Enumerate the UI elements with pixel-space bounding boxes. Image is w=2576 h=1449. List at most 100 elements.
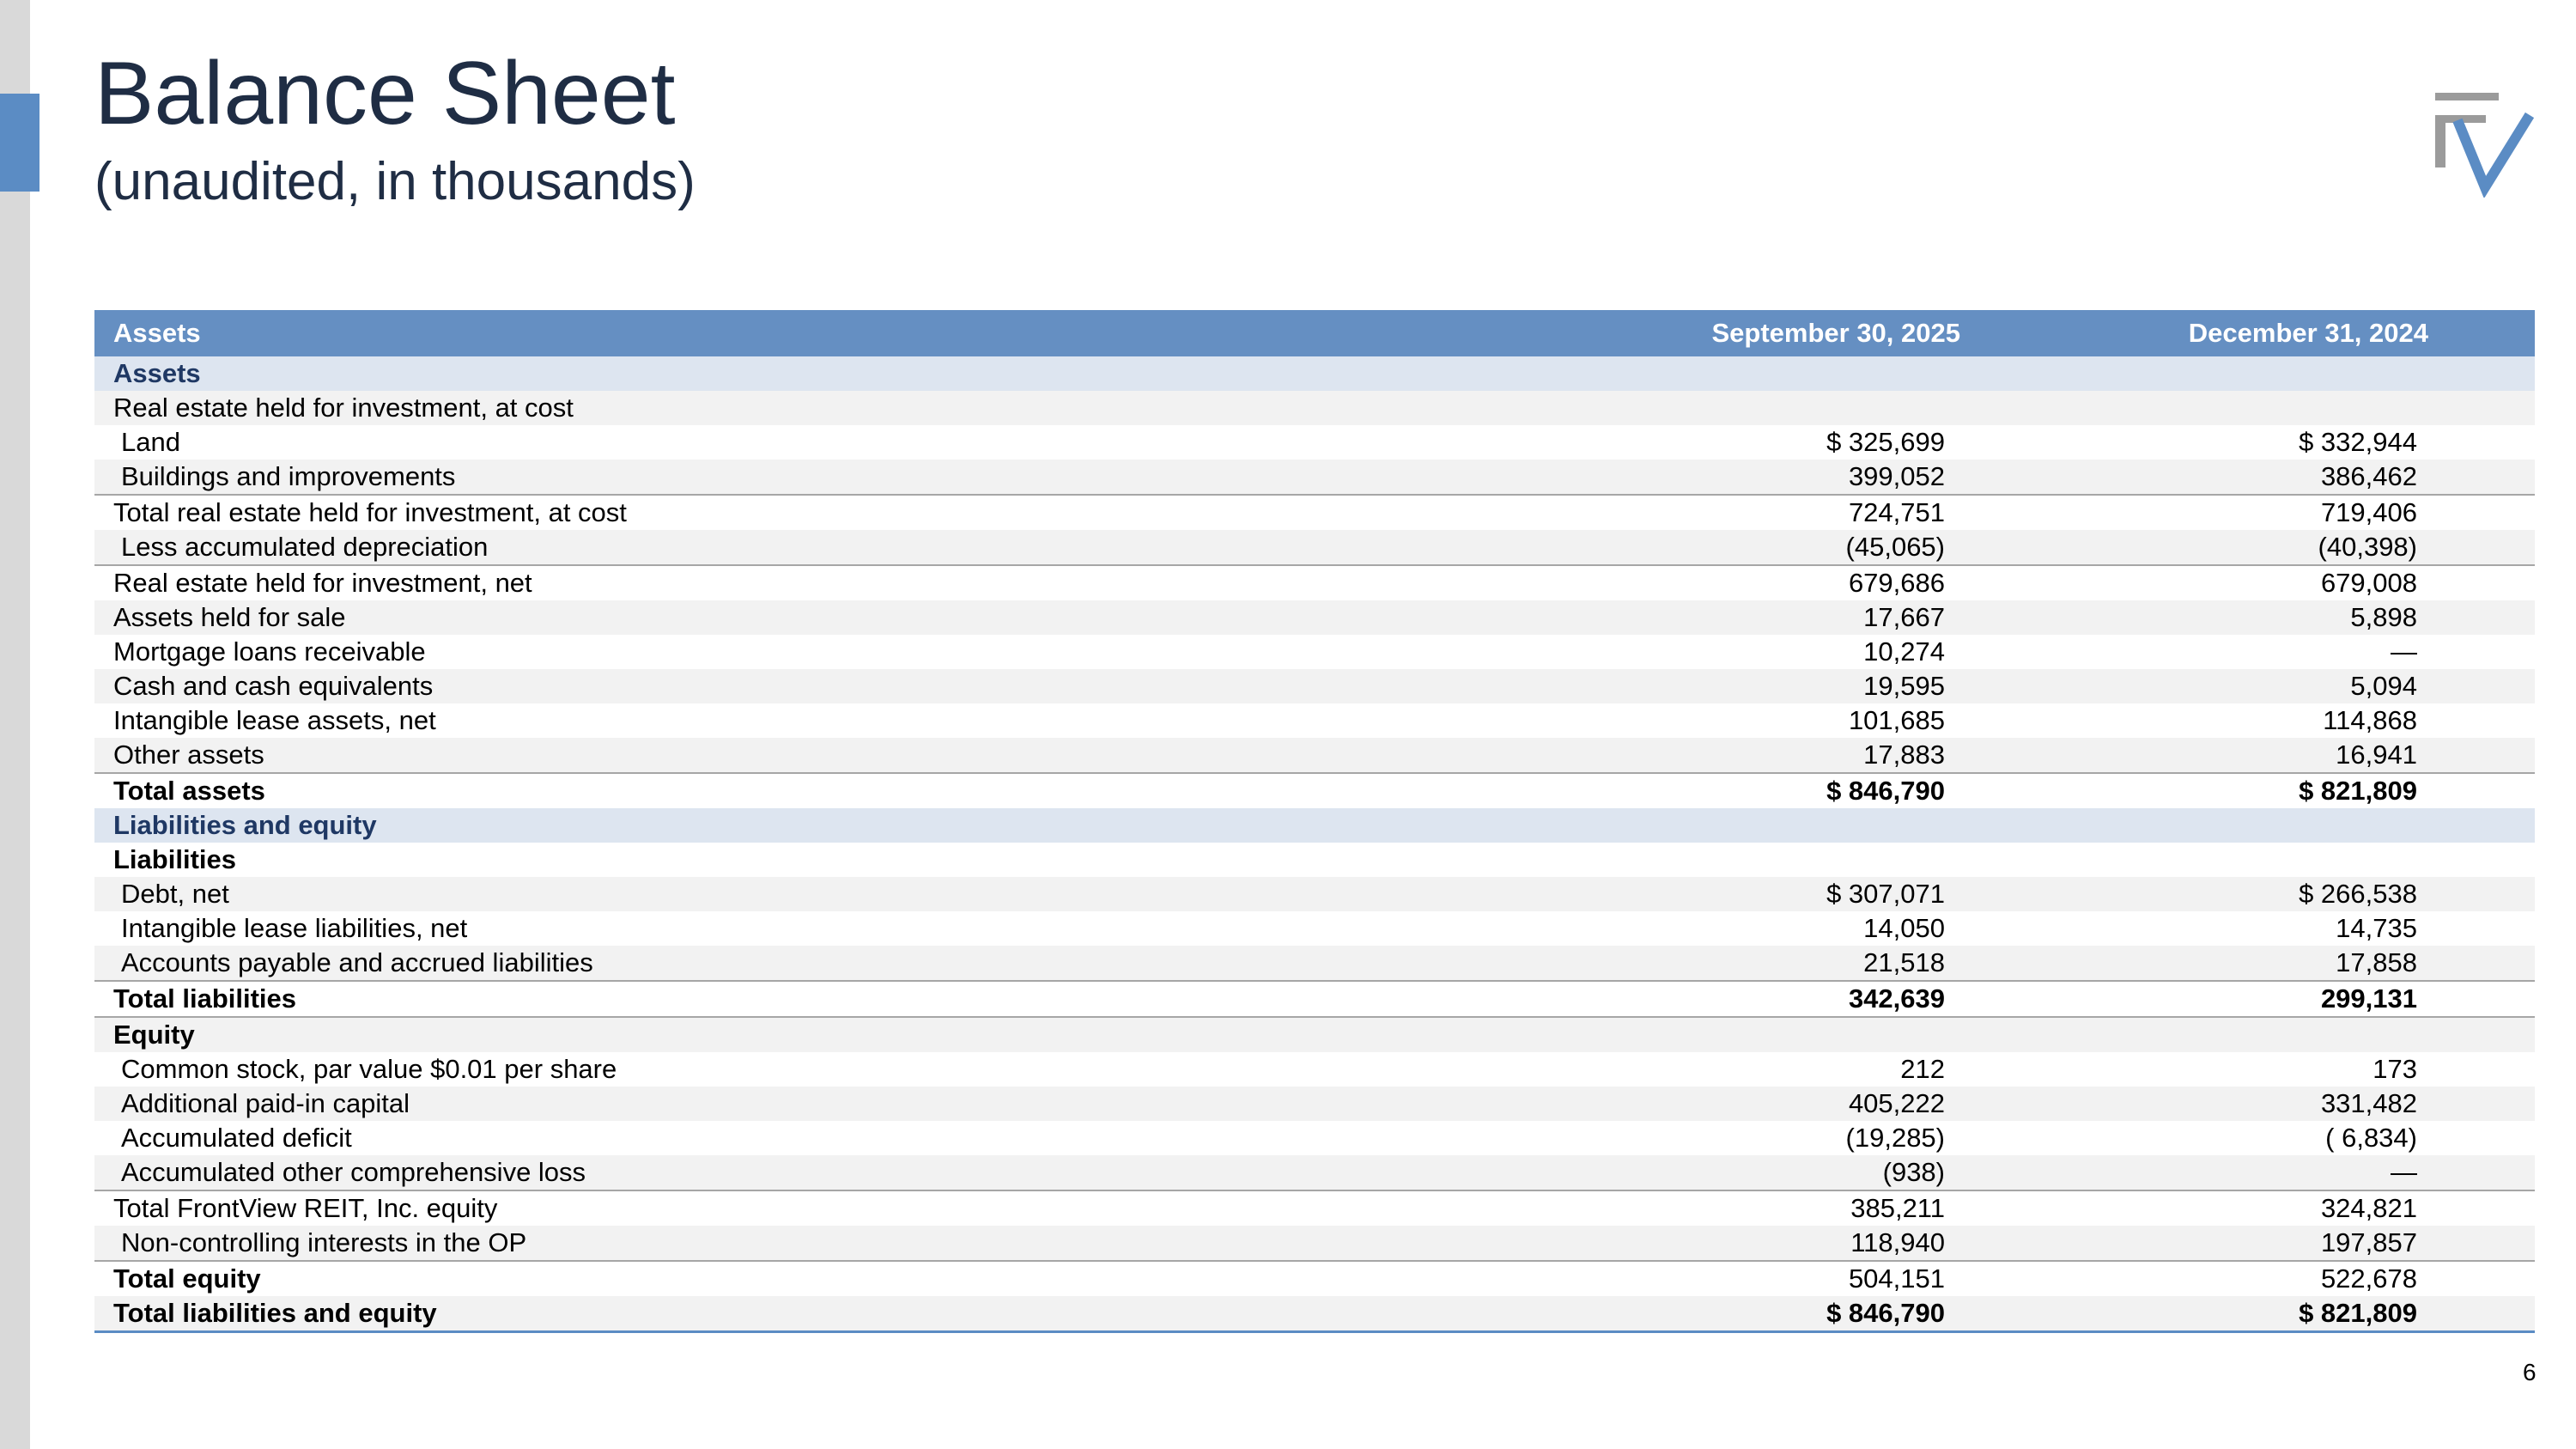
row-label: Accumulated other comprehensive loss — [94, 1155, 1516, 1190]
table-row: Assets held for sale 17,667 5,898 — [94, 600, 2535, 635]
cell-value: $ 325,699 — [1826, 427, 1945, 457]
cell-value: 173 — [2372, 1054, 2417, 1084]
row-label: Land — [121, 427, 180, 457]
table-row: Buildings and improvements 399,052 386,462 — [94, 460, 2535, 495]
cell-value: 724,751 — [1516, 494, 1960, 530]
cell-value: $ 821,809 — [1960, 1296, 2535, 1333]
table-row: Total liabilities 342,639 299,131 — [94, 980, 2535, 1017]
logo — [2435, 93, 2535, 198]
cell-value: 10,274 — [1863, 636, 1945, 667]
cell-value: 399,052 — [1516, 460, 1960, 495]
cell-value: 17,667 — [1516, 600, 1960, 635]
table-row: Total real estate held for investment, a… — [94, 494, 2535, 530]
table-row: Mortgage loans receivable 10,274 — — [94, 635, 2535, 669]
table-row: Liabilities — [94, 843, 2535, 877]
cell-value: 17,883 — [1516, 738, 1960, 773]
cell-value — [1516, 808, 1960, 843]
title: Balance Sheet — [94, 44, 676, 143]
table-row: Other assets 17,883 16,941 — [94, 738, 2535, 773]
table-row: Common stock, par value $0.01 per share 2… — [94, 1052, 2535, 1087]
cell-value — [1516, 1016, 1960, 1052]
cell-value: 331,482 — [1960, 1087, 2535, 1121]
cell-value: 21,518 — [1516, 946, 1960, 981]
table-row: Total liabilities and equity $ 846,790 $ 8… — [94, 1296, 2535, 1333]
cell-value: $ 266,538 — [1960, 877, 2535, 911]
row-label: Non-controlling interests in the OP — [94, 1226, 1516, 1261]
row-label: Buildings and improvements — [94, 460, 1516, 495]
table-row: Total equity 504,151 522,678 — [94, 1260, 2535, 1296]
row-label: Liabilities — [113, 844, 236, 874]
cell-value: 385,211 — [1516, 1190, 1960, 1226]
row-label: Total equity — [94, 1260, 1516, 1296]
table-row: Liabilities and equity — [94, 808, 2535, 843]
cell-value: 212 — [1900, 1054, 1945, 1084]
cell-value: 101,685 — [1848, 705, 1945, 735]
cell-value — [1516, 391, 1960, 425]
row-label: Common stock, par value $0.01 per share — [121, 1054, 617, 1084]
column-header: September 30, 2025 — [1516, 310, 1960, 356]
cell-value: 114,868 — [2323, 705, 2417, 735]
row-label: Total liabilities — [94, 980, 1516, 1017]
cell-value: ( 6,834) — [2325, 1123, 2417, 1153]
cell-value: 679,686 — [1516, 564, 1960, 600]
row-label: Assets held for sale — [94, 600, 1516, 635]
cell-value: 522,678 — [1960, 1260, 2535, 1296]
column-header: December 31, 2024 — [1960, 310, 2535, 356]
cell-value — [1960, 808, 2535, 843]
row-label: Total assets — [94, 772, 1516, 808]
table-row: Assets — [94, 356, 2535, 391]
cell-value: (45,065) — [1516, 530, 1960, 565]
cell-value: 118,940 — [1516, 1226, 1960, 1261]
cell-value — [1960, 843, 2535, 877]
table-row: Additional paid-in capital 405,222 331,482 — [94, 1087, 2535, 1121]
subtitle: (unaudited, in thousands) — [94, 152, 696, 211]
table-row: Intangible lease assets, net 101,685 114,8… — [94, 703, 2535, 738]
cell-value: 5,094 — [1960, 669, 2535, 703]
row-label: Intangible lease assets, net — [113, 705, 436, 735]
row-label: Cash and cash equivalents — [94, 669, 1516, 703]
cell-value: (938) — [1516, 1155, 1960, 1190]
row-label: Assets — [94, 356, 1516, 391]
row-label: Intangible lease liabilities, net — [121, 913, 468, 943]
cell-value: $ 821,809 — [1960, 772, 2535, 808]
cell-value: 405,222 — [1516, 1087, 1960, 1121]
cell-value — [1516, 843, 1960, 877]
row-label: Accumulated deficit — [121, 1123, 352, 1153]
accent-bar — [0, 94, 39, 192]
row-label: Debt, net — [94, 877, 1516, 911]
table-row: Total FrontView REIT, Inc. equity 385,211… — [94, 1190, 2535, 1226]
cell-value: $ 332,944 — [2299, 427, 2417, 457]
table-row: Accumulated other comprehensive loss (938… — [94, 1155, 2535, 1190]
table-row: Accounts payable and accrued liabilities… — [94, 946, 2535, 981]
row-label: Mortgage loans receivable — [113, 636, 426, 667]
cell-value: 5,898 — [1960, 600, 2535, 635]
cell-value: 299,131 — [1960, 980, 2535, 1017]
row-label: Accounts payable and accrued liabilities — [94, 946, 1516, 981]
cell-value: 19,595 — [1516, 669, 1960, 703]
cell-value: 324,821 — [1960, 1190, 2535, 1226]
cell-value: 17,858 — [1960, 946, 2535, 981]
balance-table: Assets September 30, 2025 December 31, 2… — [94, 310, 2535, 1333]
cell-value: 342,639 — [1516, 980, 1960, 1017]
cell-value: 386,462 — [1960, 460, 2535, 495]
cell-value: (19,285) — [1845, 1123, 1945, 1153]
row-label: Equity — [94, 1016, 1516, 1052]
cell-value: (40,398) — [1960, 530, 2535, 565]
cell-value: 197,857 — [1960, 1226, 2535, 1261]
table-row: Intangible lease liabilities, net 14,050 1… — [94, 911, 2535, 946]
cell-value: 14,735 — [2336, 913, 2417, 943]
cell-value: $ 307,071 — [1516, 877, 1960, 911]
table-row: Less accumulated depreciation (45,065) (40… — [94, 530, 2535, 565]
cell-value — [1960, 356, 2535, 391]
table-row: Cash and cash equivalents 19,595 5,094 — [94, 669, 2535, 703]
cell-value: 14,050 — [1863, 913, 1945, 943]
row-label: Real estate held for investment, net — [94, 564, 1516, 600]
table-row: Real estate held for investment, net 679,… — [94, 564, 2535, 600]
table-row: Debt, net $ 307,071 $ 266,538 — [94, 877, 2535, 911]
row-label: Liabilities and equity — [94, 808, 1516, 843]
table-row: Accumulated deficit (19,285) ( 6,834) — [94, 1121, 2535, 1155]
cell-value — [1960, 1016, 2535, 1052]
cell-value: 504,151 — [1516, 1260, 1960, 1296]
cell-value — [1516, 356, 1960, 391]
